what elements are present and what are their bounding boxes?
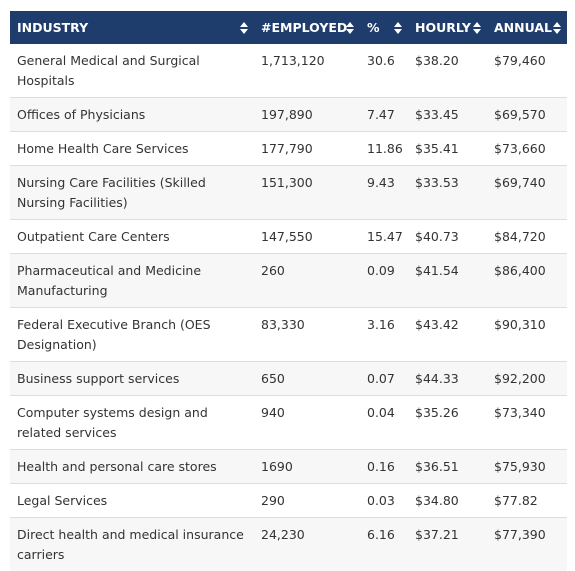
column-header-label: ANNUAL (494, 20, 552, 35)
cell-percent: 0.07 (360, 362, 408, 396)
table-row: Legal Services 290 0.03 $34.80 $77.82 (10, 484, 567, 518)
cell-percent: 6.16 (360, 518, 408, 571)
cell-hourly: $35.41 (408, 132, 487, 166)
cell-industry: General Medical and Surgical Hospitals (10, 44, 254, 98)
cell-employed: 650 (254, 362, 360, 396)
table-row: Pharmaceutical and Medicine Manufacturin… (10, 254, 567, 308)
cell-annual: $90,310 (487, 308, 567, 362)
cell-percent: 30.6 (360, 44, 408, 98)
sort-icon[interactable] (346, 22, 354, 34)
cell-percent: 3.16 (360, 308, 408, 362)
table-body: General Medical and Surgical Hospitals 1… (10, 44, 567, 571)
cell-employed: 151,300 (254, 166, 360, 220)
table-row: Offices of Physicians 197,890 7.47 $33.4… (10, 98, 567, 132)
cell-annual: $92,200 (487, 362, 567, 396)
column-header-annual[interactable]: ANNUAL (487, 11, 567, 44)
sort-icon[interactable] (553, 22, 561, 34)
cell-annual: $79,460 (487, 44, 567, 98)
cell-hourly: $33.45 (408, 98, 487, 132)
cell-hourly: $43.42 (408, 308, 487, 362)
cell-percent: 0.16 (360, 450, 408, 484)
cell-industry: Direct health and medical insurance carr… (10, 518, 254, 571)
column-header-hourly[interactable]: HOURLY (408, 11, 487, 44)
cell-percent: 0.04 (360, 396, 408, 450)
column-header-percent[interactable]: % (360, 11, 408, 44)
column-header-label: #EMPLOYED (261, 20, 347, 35)
cell-hourly: $40.73 (408, 220, 487, 254)
cell-annual: $77.82 (487, 484, 567, 518)
cell-employed: 83,330 (254, 308, 360, 362)
cell-hourly: $44.33 (408, 362, 487, 396)
cell-industry: Health and personal care stores (10, 450, 254, 484)
cell-percent: 9.43 (360, 166, 408, 220)
cell-industry: Federal Executive Branch (OES Designatio… (10, 308, 254, 362)
sort-icon[interactable] (473, 22, 481, 34)
cell-industry: Nursing Care Facilities (Skilled Nursing… (10, 166, 254, 220)
cell-industry: Pharmaceutical and Medicine Manufacturin… (10, 254, 254, 308)
cell-employed: 940 (254, 396, 360, 450)
cell-industry: Offices of Physicians (10, 98, 254, 132)
industry-table-container: INDUSTRY #EMPLOYED % (10, 11, 567, 571)
cell-employed: 260 (254, 254, 360, 308)
cell-employed: 177,790 (254, 132, 360, 166)
cell-annual: $75,930 (487, 450, 567, 484)
header-row: INDUSTRY #EMPLOYED % (10, 11, 567, 44)
table-row: Direct health and medical insurance carr… (10, 518, 567, 571)
cell-employed: 290 (254, 484, 360, 518)
cell-annual: $73,660 (487, 132, 567, 166)
industry-employment-table: INDUSTRY #EMPLOYED % (10, 11, 567, 571)
cell-employed: 1690 (254, 450, 360, 484)
cell-hourly: $33.53 (408, 166, 487, 220)
table-row: Nursing Care Facilities (Skilled Nursing… (10, 166, 567, 220)
column-header-label: % (367, 20, 380, 35)
cell-hourly: $36.51 (408, 450, 487, 484)
cell-industry: Home Health Care Services (10, 132, 254, 166)
cell-annual: $69,740 (487, 166, 567, 220)
cell-hourly: $35.26 (408, 396, 487, 450)
cell-annual: $73,340 (487, 396, 567, 450)
cell-employed: 197,890 (254, 98, 360, 132)
sort-icon[interactable] (394, 22, 402, 34)
cell-hourly: $41.54 (408, 254, 487, 308)
cell-employed: 1,713,120 (254, 44, 360, 98)
cell-industry: Outpatient Care Centers (10, 220, 254, 254)
cell-industry: Legal Services (10, 484, 254, 518)
table-row: General Medical and Surgical Hospitals 1… (10, 44, 567, 98)
cell-industry: Computer systems design and related serv… (10, 396, 254, 450)
cell-hourly: $37.21 (408, 518, 487, 571)
cell-annual: $84,720 (487, 220, 567, 254)
cell-percent: 0.03 (360, 484, 408, 518)
table-header: INDUSTRY #EMPLOYED % (10, 11, 567, 44)
cell-hourly: $34.80 (408, 484, 487, 518)
cell-annual: $69,570 (487, 98, 567, 132)
cell-industry: Business support services (10, 362, 254, 396)
cell-percent: 15.47 (360, 220, 408, 254)
table-row: Computer systems design and related serv… (10, 396, 567, 450)
column-header-employed[interactable]: #EMPLOYED (254, 11, 360, 44)
cell-percent: 0.09 (360, 254, 408, 308)
table-row: Outpatient Care Centers 147,550 15.47 $4… (10, 220, 567, 254)
cell-percent: 7.47 (360, 98, 408, 132)
table-row: Business support services 650 0.07 $44.3… (10, 362, 567, 396)
column-header-label: HOURLY (415, 20, 471, 35)
cell-hourly: $38.20 (408, 44, 487, 98)
cell-employed: 147,550 (254, 220, 360, 254)
column-header-label: INDUSTRY (17, 20, 88, 35)
cell-annual: $86,400 (487, 254, 567, 308)
cell-annual: $77,390 (487, 518, 567, 571)
cell-percent: 11.86 (360, 132, 408, 166)
table-row: Health and personal care stores 1690 0.1… (10, 450, 567, 484)
table-row: Home Health Care Services 177,790 11.86 … (10, 132, 567, 166)
cell-employed: 24,230 (254, 518, 360, 571)
table-row: Federal Executive Branch (OES Designatio… (10, 308, 567, 362)
sort-icon[interactable] (240, 22, 248, 34)
column-header-industry[interactable]: INDUSTRY (10, 11, 254, 44)
